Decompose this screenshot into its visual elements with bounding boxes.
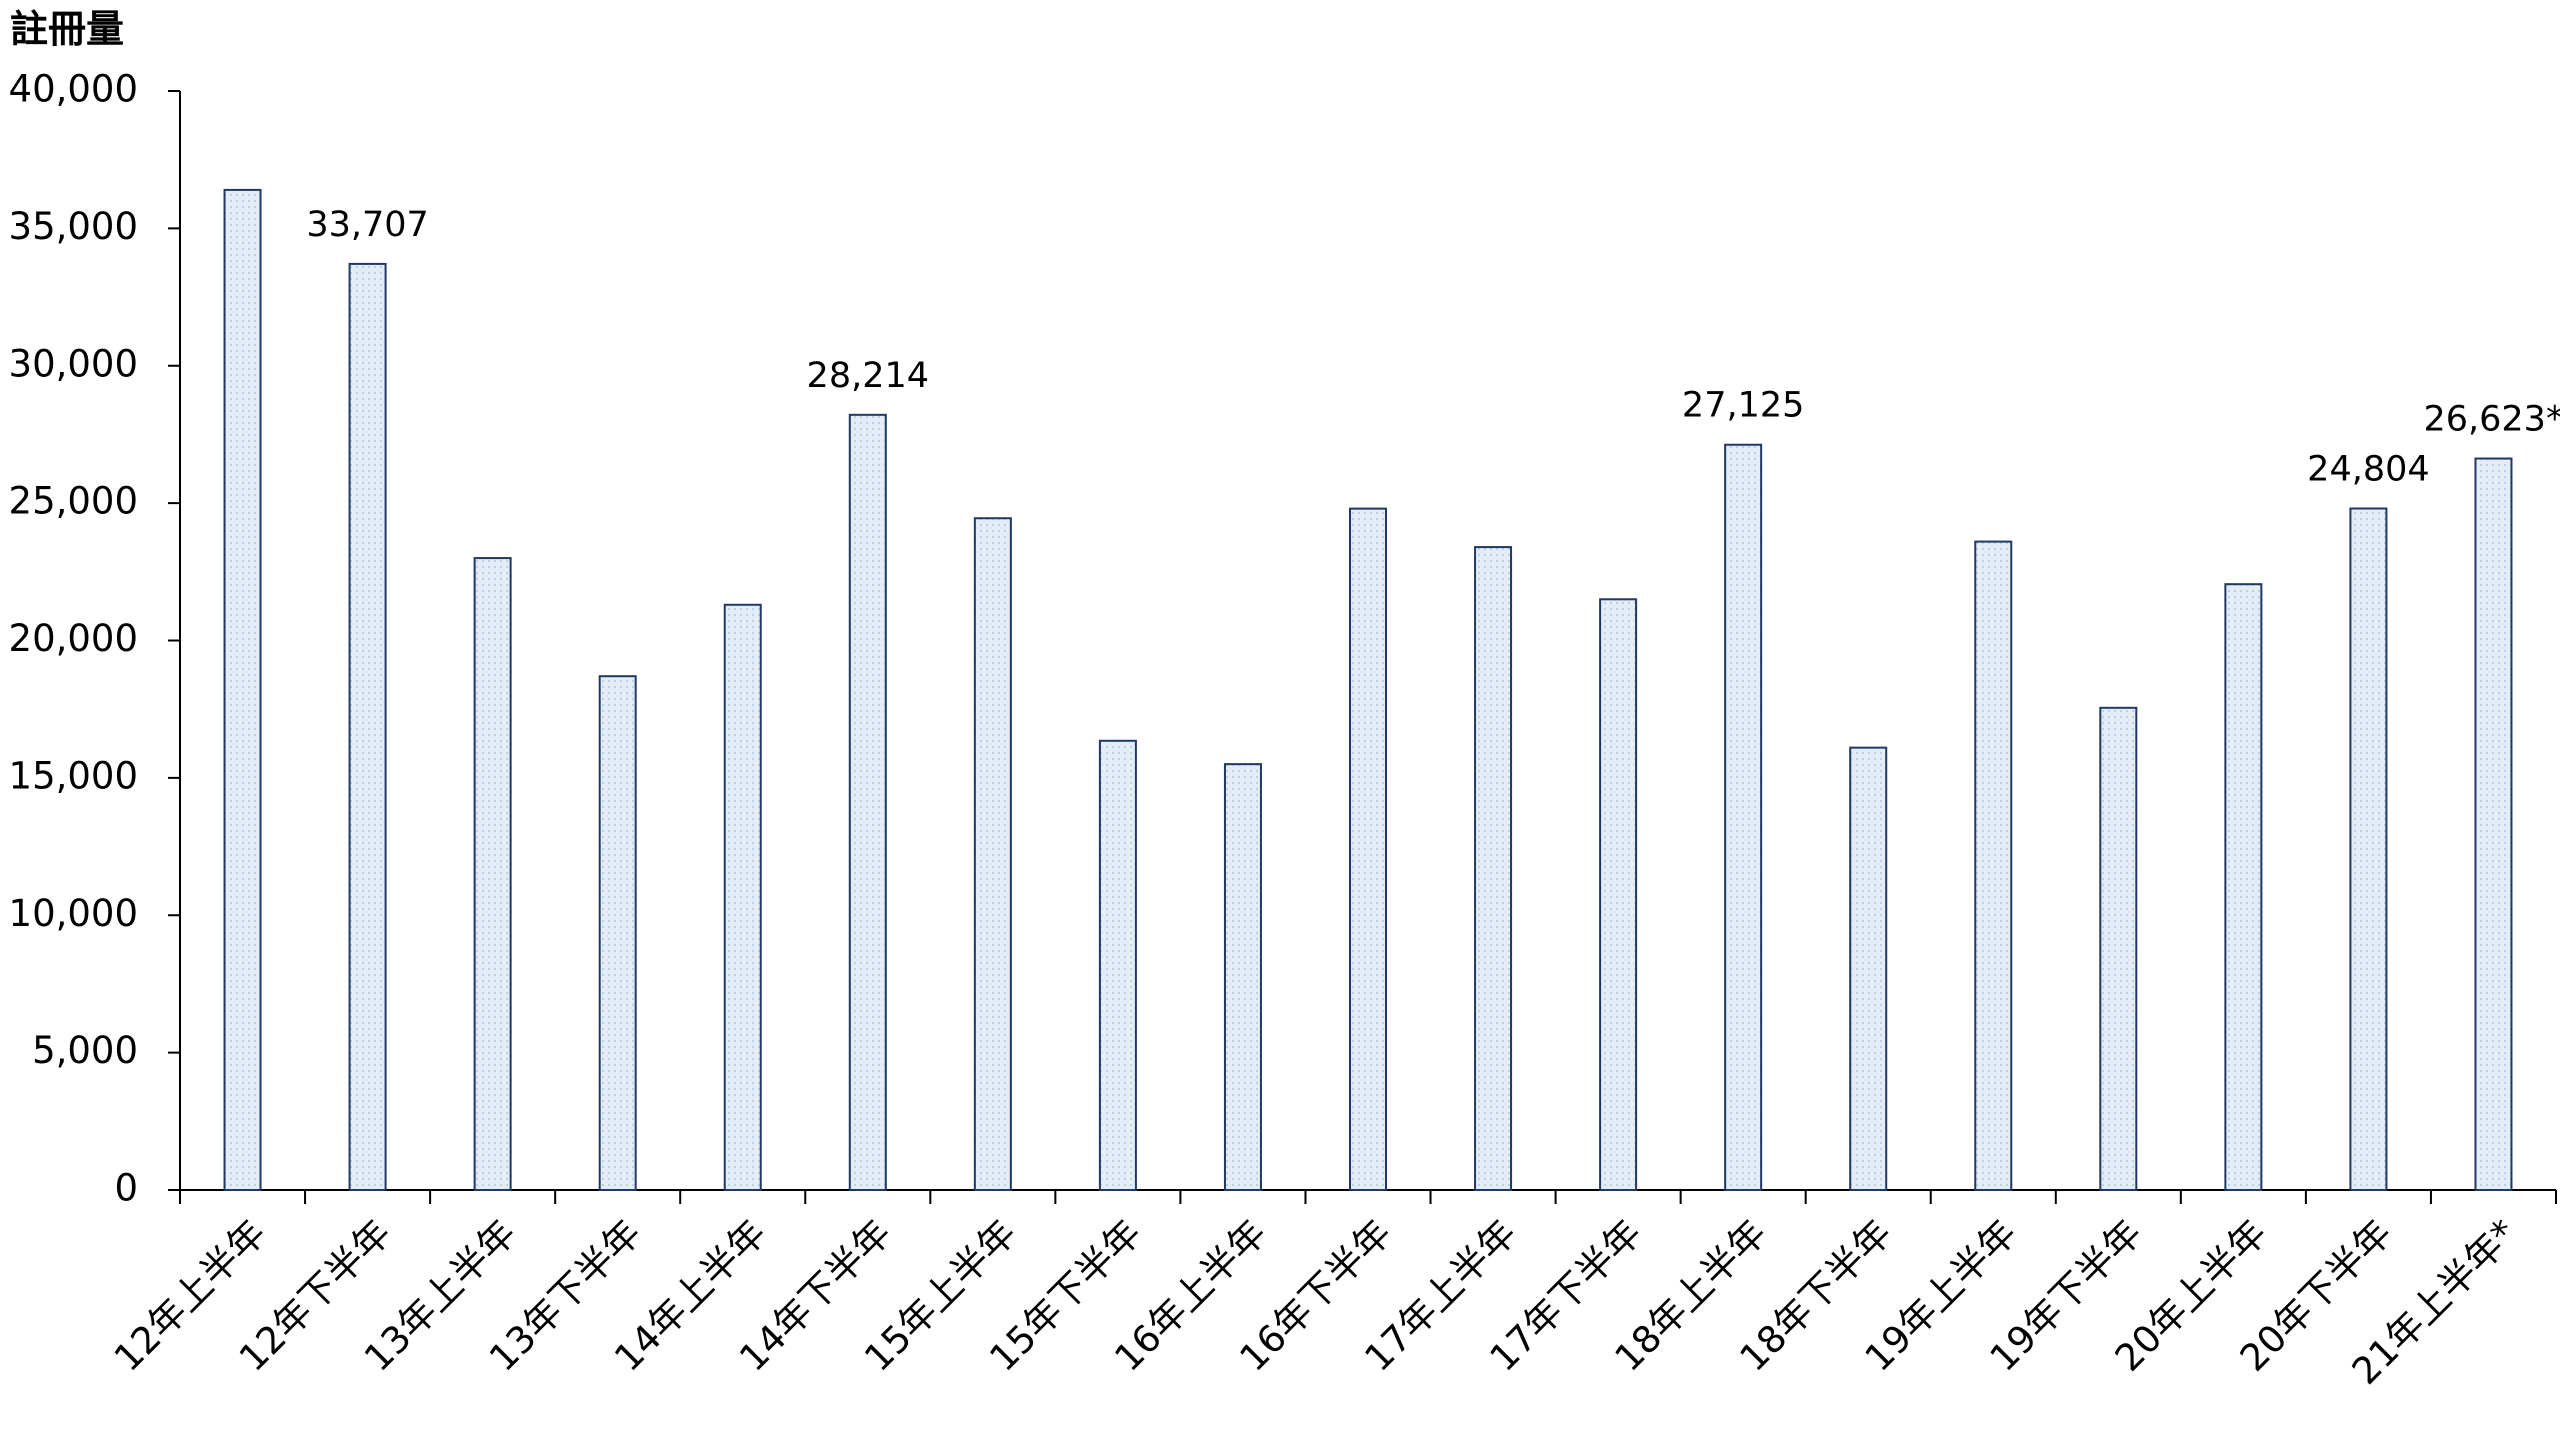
bar [223,188,262,1192]
value-label: 24,804 [2307,450,2429,490]
bar [348,262,387,1192]
y-tick-label: 35,000 [9,205,138,248]
value-label: 27,125 [1682,386,1804,426]
bar [2349,507,2388,1192]
y-tick-label: 30,000 [9,342,138,385]
bar [2099,706,2138,1191]
value-label: 26,623* [2423,400,2560,440]
bar [1974,540,2013,1191]
bar [473,557,512,1191]
value-label: 33,707 [306,205,428,245]
bar [1223,763,1262,1191]
bar [2224,583,2263,1191]
bar [2474,457,2513,1191]
bar [723,603,762,1191]
y-tick-label: 20,000 [9,617,138,660]
bar [1349,507,1387,1191]
y-tick-label: 40,000 [9,68,138,111]
y-tick-label: 5,000 [32,1029,138,1072]
bar [1098,739,1137,1191]
bar [848,413,887,1191]
y-axis-title: 註冊量 [10,7,124,51]
y-tick-label: 25,000 [9,480,138,523]
bar [1724,443,1763,1192]
bar [1599,598,1638,1191]
y-tick-label: 15,000 [9,754,138,797]
y-tick-label: 10,000 [9,892,138,935]
bar [973,517,1012,1191]
value-label: 28,214 [807,356,929,396]
bar [1474,546,1513,1191]
bar [598,675,637,1191]
y-tick-label: 0 [114,1167,138,1210]
bar [1849,746,1888,1192]
